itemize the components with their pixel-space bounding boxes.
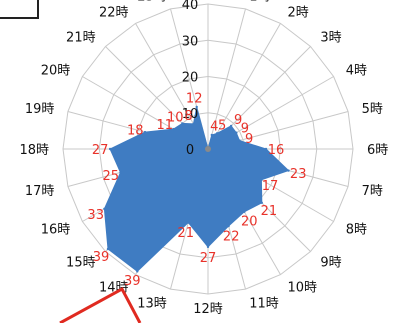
data-point bbox=[106, 247, 110, 251]
data-label: 5 bbox=[218, 119, 226, 134]
data-label: 22 bbox=[223, 230, 240, 245]
hour-label: 20時 bbox=[41, 64, 71, 79]
ring-label-30: 30 bbox=[182, 34, 199, 49]
grid-spoke bbox=[207, 23, 281, 150]
data-point bbox=[206, 245, 210, 249]
data-label: 39 bbox=[124, 274, 141, 289]
data-point bbox=[143, 130, 147, 134]
hour-label: 6時 bbox=[367, 143, 388, 158]
data-label: 21 bbox=[177, 226, 194, 241]
data-label: 33 bbox=[87, 208, 104, 223]
hour-label: 22時 bbox=[99, 5, 129, 20]
data-point bbox=[229, 124, 233, 128]
data-point bbox=[215, 132, 219, 135]
data-point bbox=[235, 131, 238, 134]
hour-label: 3時 bbox=[320, 31, 341, 46]
hour-label: 12時 bbox=[193, 302, 223, 317]
hour-label: 2時 bbox=[288, 5, 309, 20]
data-point bbox=[136, 270, 139, 273]
data-point bbox=[264, 147, 268, 151]
data-label: 23 bbox=[290, 167, 307, 182]
hour-label-layer: 0時1時2時3時4時5時6時7時8時9時10時11時12時13時14時15時16… bbox=[19, 0, 388, 317]
data-label: 25 bbox=[103, 169, 120, 184]
data-point bbox=[181, 122, 184, 125]
hour-label: 11時 bbox=[249, 297, 279, 312]
data-label: 9 bbox=[245, 132, 253, 147]
center-dot bbox=[205, 146, 211, 152]
ring-label-layer: 0 10 20 30 40 bbox=[182, 0, 199, 158]
data-label: 27 bbox=[200, 251, 217, 266]
data-point bbox=[172, 127, 175, 131]
hour-label: 17時 bbox=[25, 184, 55, 199]
hour-label: 15時 bbox=[66, 255, 96, 270]
data-point bbox=[119, 171, 122, 174]
hour-label: 19時 bbox=[25, 102, 55, 117]
data-point bbox=[260, 201, 263, 204]
data-point bbox=[260, 178, 263, 181]
data-label: 4 bbox=[210, 119, 218, 134]
hour-label: 23時 bbox=[137, 0, 167, 4]
data-point bbox=[210, 133, 213, 137]
data-point bbox=[227, 224, 230, 228]
data-label: 18 bbox=[127, 124, 144, 139]
data-label: 17 bbox=[262, 179, 279, 194]
hour-label: 7時 bbox=[362, 184, 383, 199]
data-label: 27 bbox=[92, 143, 109, 158]
data-label: 9 bbox=[234, 113, 242, 128]
red-marker-line bbox=[59, 286, 142, 323]
data-label: 11 bbox=[157, 118, 174, 133]
data-point bbox=[108, 147, 112, 151]
data-point bbox=[243, 210, 246, 213]
hour-label: 8時 bbox=[346, 223, 367, 238]
data-label: 21 bbox=[261, 204, 278, 219]
hour-label: 1時 bbox=[249, 0, 270, 4]
data-label: 10 bbox=[167, 110, 184, 125]
hour-label: 21時 bbox=[66, 31, 96, 46]
data-point bbox=[103, 207, 106, 210]
data-point bbox=[238, 139, 241, 142]
ring-label-20: 20 bbox=[182, 71, 199, 86]
corner-box bbox=[0, 0, 39, 19]
ring-label-0: 0 bbox=[186, 143, 194, 158]
hour-label: 9時 bbox=[320, 255, 341, 270]
data-point bbox=[192, 122, 195, 126]
data-label: 39 bbox=[93, 250, 110, 265]
ring-label-40: 40 bbox=[182, 0, 199, 13]
grid-spoke bbox=[207, 8, 246, 150]
hour-label: 14時 bbox=[99, 281, 129, 296]
ring-label-10: 10 bbox=[182, 107, 199, 122]
data-label: 8 bbox=[184, 109, 192, 124]
data-point bbox=[187, 221, 190, 224]
data-point bbox=[287, 169, 290, 172]
data-label: 16 bbox=[268, 143, 285, 158]
hour-label: 5時 bbox=[362, 102, 383, 117]
hour-label: 13時 bbox=[137, 297, 167, 312]
hour-label: 4時 bbox=[346, 64, 367, 79]
data-label: 9 bbox=[241, 122, 249, 137]
hour-label: 10時 bbox=[288, 281, 318, 296]
hour-label: 18時 bbox=[19, 143, 49, 158]
data-area-layer bbox=[103, 105, 290, 273]
data-point bbox=[195, 105, 198, 109]
hour-label: 16時 bbox=[41, 223, 71, 238]
data-label: 12 bbox=[186, 91, 203, 106]
data-label: 20 bbox=[241, 214, 258, 229]
